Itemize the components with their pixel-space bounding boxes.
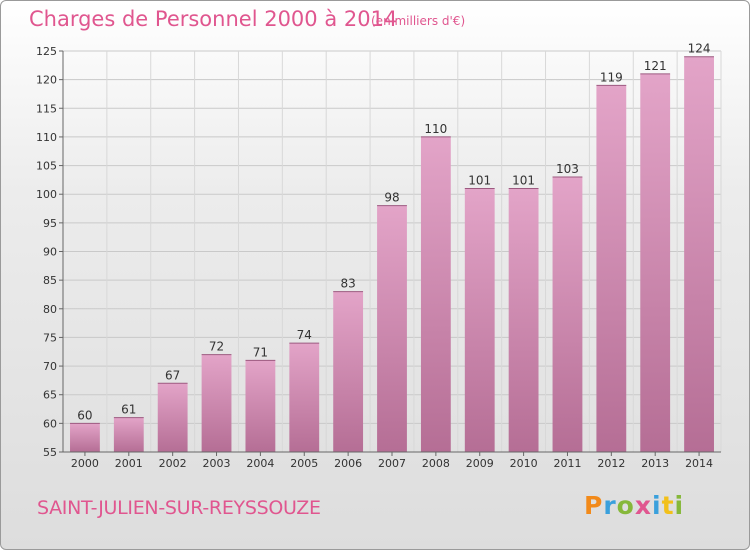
- x-tick-label-2001: 2001: [115, 457, 143, 470]
- data-label-2000: 60: [77, 408, 92, 422]
- x-tick-label-2009: 2009: [466, 457, 494, 470]
- bar-2002: [157, 383, 188, 452]
- bar-2006: [333, 291, 364, 452]
- bar-2013: [640, 73, 671, 453]
- bar-2008: [420, 136, 451, 452]
- x-tick-label-2002: 2002: [159, 457, 187, 470]
- y-tick-label: 115: [36, 102, 57, 115]
- bar-2009: [464, 188, 495, 452]
- y-tick-label: 110: [36, 131, 57, 144]
- data-label-2003: 72: [209, 340, 224, 354]
- data-label-2007: 98: [384, 191, 399, 205]
- data-label-2006: 83: [340, 277, 355, 291]
- x-tick-label-2008: 2008: [422, 457, 450, 470]
- bar-2000: [70, 423, 100, 452]
- bar-2011: [552, 177, 583, 452]
- bar-2012: [596, 85, 627, 452]
- x-tick-label-2004: 2004: [246, 457, 274, 470]
- bar-2014: [684, 56, 714, 452]
- y-tick-label: 85: [43, 274, 57, 287]
- y-tick-label: 55: [43, 446, 57, 459]
- bar-2010: [508, 188, 539, 452]
- place-name: SAINT-JULIEN-SUR-REYSSOUZE: [37, 497, 321, 519]
- y-tick-label: 60: [43, 417, 57, 430]
- x-tick-label-2003: 2003: [203, 457, 231, 470]
- data-label-2002: 67: [165, 368, 180, 382]
- data-label-2005: 74: [297, 328, 312, 342]
- y-tick-label: 80: [43, 303, 57, 316]
- data-label-2011: 103: [556, 162, 579, 176]
- chart-title: Charges de Personnel 2000 à 2014: [29, 7, 398, 31]
- y-tick-label: 120: [36, 74, 57, 87]
- data-label-2013: 121: [644, 59, 667, 73]
- data-label-2004: 71: [253, 345, 268, 359]
- y-tick-label: 105: [36, 160, 57, 173]
- x-tick-label-2014: 2014: [685, 457, 713, 470]
- x-tick-label-2005: 2005: [290, 457, 318, 470]
- x-tick-label-2012: 2012: [597, 457, 625, 470]
- proxiti-logo: Proxiti: [584, 491, 685, 520]
- x-tick-label-2007: 2007: [378, 457, 406, 470]
- bar-2005: [289, 343, 320, 452]
- y-tick-label: 70: [43, 360, 57, 373]
- x-tick-label-2011: 2011: [553, 457, 581, 470]
- y-tick-label: 100: [36, 188, 57, 201]
- y-tick-label: 90: [43, 246, 57, 259]
- bar-2004: [245, 360, 276, 452]
- y-tick-label: 125: [36, 45, 57, 58]
- x-tick-label-2010: 2010: [510, 457, 538, 470]
- bar-2007: [377, 205, 407, 452]
- data-label-2009: 101: [468, 173, 491, 187]
- x-tick-label-2000: 2000: [71, 457, 99, 470]
- data-label-2001: 61: [121, 403, 136, 417]
- data-label-2012: 119: [600, 70, 623, 84]
- y-tick-label: 95: [43, 217, 57, 230]
- axes: [59, 50, 721, 456]
- x-tick-label-2013: 2013: [641, 457, 669, 470]
- chart-unit: (en milliers d'€): [371, 14, 466, 28]
- y-tick-label: 65: [43, 389, 57, 402]
- y-tick-label: 75: [43, 331, 57, 344]
- bar-2001: [113, 417, 144, 452]
- x-tick-label-2006: 2006: [334, 457, 362, 470]
- bars: [70, 56, 714, 453]
- bar-2003: [201, 354, 232, 452]
- data-label-2014: 124: [688, 42, 711, 56]
- labels: 55 60 65 70 75 80 85 90 95 100 105 110 115 120 125 60 20…: [36, 42, 713, 470]
- data-label-2008: 110: [424, 122, 447, 136]
- data-label-2010: 101: [512, 173, 535, 187]
